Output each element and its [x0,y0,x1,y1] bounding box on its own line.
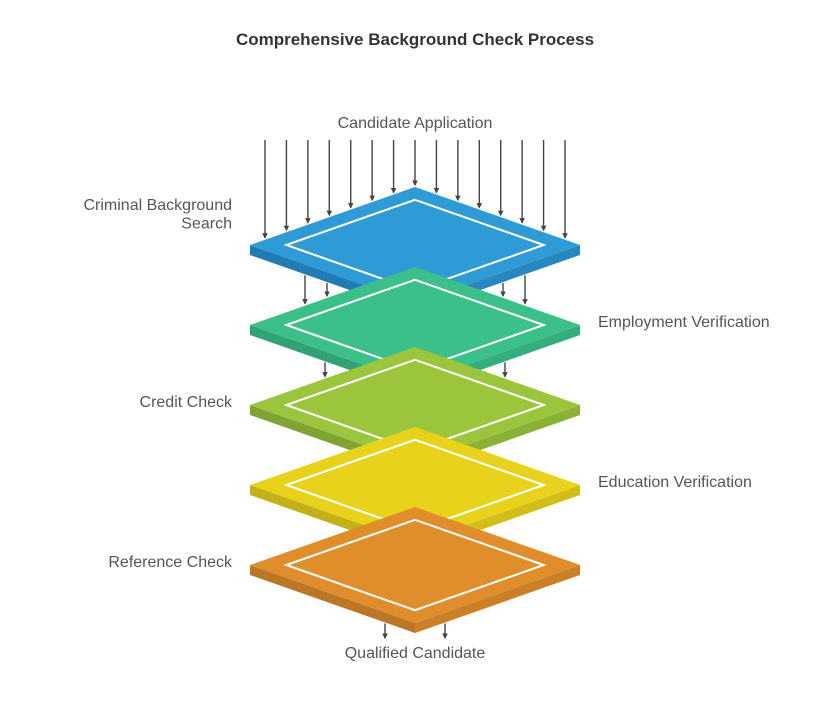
chart-title: Comprehensive Background Check Process [236,30,594,49]
funnel-layer [250,507,580,633]
layer-label: Criminal BackgroundSearch [83,197,232,232]
layer-label: Credit Check [140,394,233,411]
layer-label: Education Verification [598,474,752,491]
top-caption: Candidate Application [338,115,493,132]
bottom-caption: Qualified Candidate [345,645,486,662]
layer-label: Reference Check [108,554,233,571]
layer-label: Employment Verification [598,314,770,331]
